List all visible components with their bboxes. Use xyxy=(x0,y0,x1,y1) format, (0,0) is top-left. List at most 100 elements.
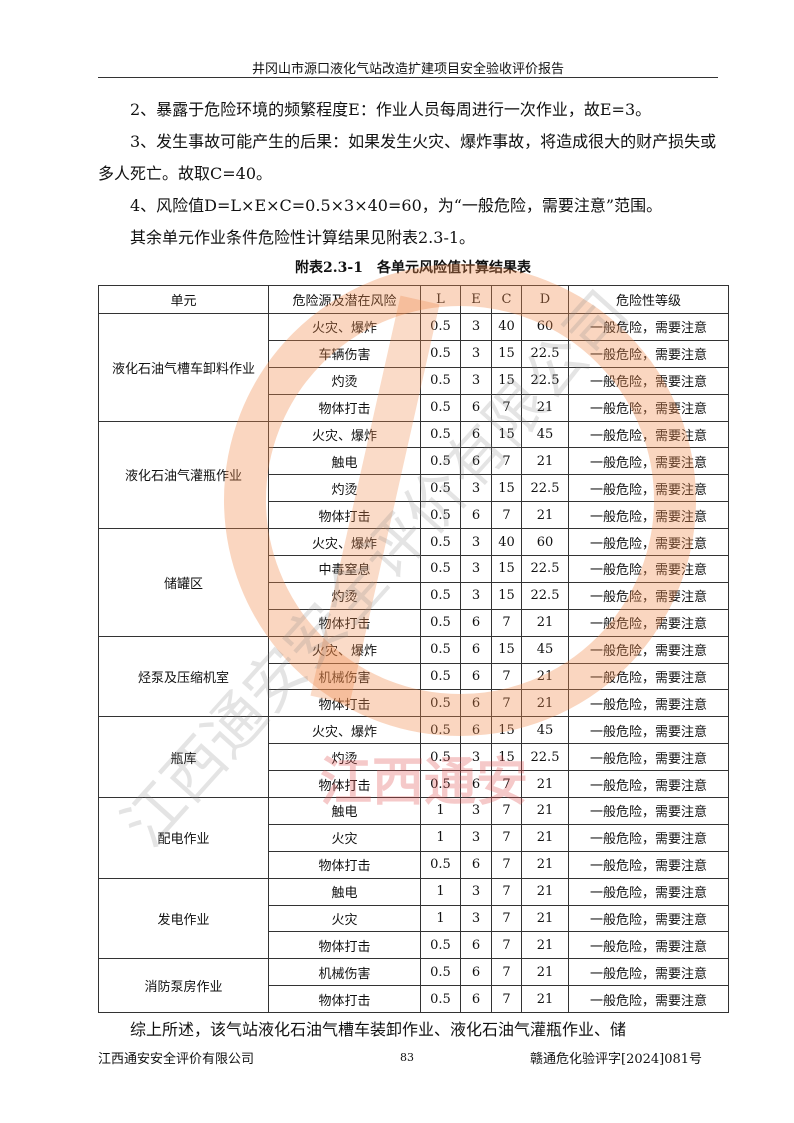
c-cell: 7 xyxy=(491,770,522,799)
l-cell: 1 xyxy=(420,904,461,933)
d-cell: 21 xyxy=(521,850,569,879)
paragraph: 4、风险值D=L×E×C=0.5×3×40=60，为“一般危险，需要注意”范围。 xyxy=(98,196,663,215)
d-cell: 21 xyxy=(521,877,569,906)
e-cell: 6 xyxy=(460,850,492,879)
hazard-cell: 物体打击 xyxy=(268,393,421,422)
footer-doc-number: 赣通危化验评字[2024]081号 xyxy=(530,1052,703,1067)
level-cell: 一般危险，需要注意 xyxy=(568,850,729,879)
hazard-cell: 火灾 xyxy=(268,823,421,852)
hazard-cell: 物体打击 xyxy=(268,501,421,530)
table-row: 物体打击 0.5 6 7 21 一般危险，需要注意 xyxy=(99,689,729,718)
c-cell: 7 xyxy=(491,608,522,637)
level-cell: 一般危险，需要注意 xyxy=(568,985,729,1014)
d-cell: 21 xyxy=(521,501,569,530)
table-row: 灼烫 0.5 3 15 22.5 一般危险，需要注意 xyxy=(99,366,729,395)
hazard-cell: 灼烫 xyxy=(268,743,421,772)
table-row: 液化石油气槽车卸料作业 火灾、爆炸 0.5 3 40 60 一般危险，需要注意 xyxy=(98,313,729,422)
hazard-cell: 火灾、爆炸 xyxy=(268,528,421,557)
l-cell: 0.5 xyxy=(420,985,461,1014)
table-caption: 附表2.3-1 各单元风险值计算结果表 xyxy=(295,260,531,276)
e-cell: 3 xyxy=(460,823,492,852)
c-cell: 7 xyxy=(491,850,522,879)
table-row: 车辆伤害 0.5 3 15 22.5 一般危险，需要注意 xyxy=(99,339,729,368)
d-cell: 21 xyxy=(521,393,569,422)
level-cell: 一般危险，需要注意 xyxy=(568,313,729,341)
level-cell: 一般危险，需要注意 xyxy=(568,797,729,825)
d-cell: 21 xyxy=(521,797,569,825)
paragraph: 综上所述，该气站液化石油气槽车装卸作业、液化石油气灌瓶作业、储 xyxy=(98,1020,627,1039)
level-cell: 一般危险，需要注意 xyxy=(568,528,729,557)
hazard-cell: 中毒窒息 xyxy=(268,555,421,583)
table-row: 烃泵及压缩机室 火灾、爆炸 0.5 6 15 45 一般危险，需要注意 xyxy=(98,635,729,718)
d-cell: 22.5 xyxy=(521,339,569,368)
table-row: 配电作业 触电 1 3 7 21 一般危险，需要注意 xyxy=(98,797,729,879)
level-cell: 一般危险，需要注意 xyxy=(568,393,729,422)
e-cell: 3 xyxy=(460,555,492,583)
c-cell: 15 xyxy=(491,743,522,772)
d-cell: 22.5 xyxy=(521,581,569,610)
level-cell: 一般危险，需要注意 xyxy=(568,904,729,933)
l-cell: 1 xyxy=(420,823,461,852)
e-cell: 6 xyxy=(460,608,492,637)
paragraph: 2、暴露于危险环境的频繁程度E：作业人员每周进行一次作业，故E=3。 xyxy=(98,100,652,119)
e-cell: 3 xyxy=(460,904,492,933)
hazard-cell: 灼烫 xyxy=(268,581,421,610)
footer-company: 江西通安安全评价有限公司 xyxy=(98,1052,255,1067)
table-row: 触电 0.5 6 7 21 一般危险，需要注意 xyxy=(99,447,729,476)
d-cell: 22.5 xyxy=(521,366,569,395)
l-cell: 0.5 xyxy=(420,958,461,987)
l-cell: 0.5 xyxy=(420,931,461,960)
e-cell: 3 xyxy=(460,877,492,906)
level-cell: 一般危险，需要注意 xyxy=(568,662,729,691)
column-header: E xyxy=(460,285,492,314)
l-cell: 0.5 xyxy=(420,474,461,503)
level-cell: 一般危险，需要注意 xyxy=(568,339,729,368)
hazard-cell: 触电 xyxy=(268,877,421,906)
c-cell: 15 xyxy=(491,635,522,664)
table-row: 火灾 1 3 7 21 一般危险，需要注意 xyxy=(99,823,729,852)
d-cell: 21 xyxy=(521,931,569,960)
table-row: 灼烫 0.5 3 15 22.5 一般危险，需要注意 xyxy=(99,474,729,503)
header-rule xyxy=(98,77,718,78)
level-cell: 一般危险，需要注意 xyxy=(568,608,729,637)
l-cell: 0.5 xyxy=(420,555,461,583)
c-cell: 15 xyxy=(491,581,522,610)
hazard-cell: 物体打击 xyxy=(268,985,421,1014)
running-header: 井冈山市源口液化气站改造扩建项目安全验收评价报告 xyxy=(251,62,564,77)
hazard-cell: 机械伤害 xyxy=(268,662,421,691)
d-cell: 21 xyxy=(521,958,569,987)
unit-cell: 烃泵及压缩机室 xyxy=(98,635,269,718)
c-cell: 7 xyxy=(491,393,522,422)
c-cell: 7 xyxy=(491,501,522,530)
table-row: 物体打击 0.5 6 7 21 一般危险，需要注意 xyxy=(99,985,729,1014)
c-cell: 15 xyxy=(491,366,522,395)
hazard-cell: 灼烫 xyxy=(268,366,421,395)
e-cell: 6 xyxy=(460,662,492,691)
hazard-cell: 灼烫 xyxy=(268,474,421,503)
l-cell: 0.5 xyxy=(420,339,461,368)
l-cell: 0.5 xyxy=(420,635,461,664)
table-row: 灼烫 0.5 3 15 22.5 一般危险，需要注意 xyxy=(99,581,729,610)
d-cell: 45 xyxy=(521,635,569,664)
table-row: 物体打击 0.5 6 7 21 一般危险，需要注意 xyxy=(99,393,729,422)
l-cell: 0.5 xyxy=(420,770,461,799)
risk-table: 单元 危险源及潜在风险 L E C D 危险性等级 液化石油气槽车卸料作业 火灾、爆炸 0.5 3… xyxy=(98,285,729,1014)
e-cell: 6 xyxy=(460,931,492,960)
e-cell: 3 xyxy=(460,797,492,825)
hazard-cell: 物体打击 xyxy=(268,770,421,799)
level-cell: 一般危险，需要注意 xyxy=(568,581,729,610)
l-cell: 1 xyxy=(420,877,461,906)
d-cell: 45 xyxy=(521,420,569,449)
unit-cell: 瓶库 xyxy=(98,716,269,799)
unit-cell: 液化石油气槽车卸料作业 xyxy=(98,313,269,422)
table-row: 机械伤害 0.5 6 7 21 一般危险，需要注意 xyxy=(99,662,729,691)
unit-cell: 发电作业 xyxy=(98,877,269,960)
e-cell: 3 xyxy=(460,366,492,395)
column-header: 单元 xyxy=(98,285,269,314)
d-cell: 22.5 xyxy=(521,555,569,583)
e-cell: 6 xyxy=(460,770,492,799)
level-cell: 一般危险，需要注意 xyxy=(568,447,729,476)
level-cell: 一般危险，需要注意 xyxy=(568,555,729,583)
table-row: 火灾 1 3 7 21 一般危险，需要注意 xyxy=(99,904,729,933)
